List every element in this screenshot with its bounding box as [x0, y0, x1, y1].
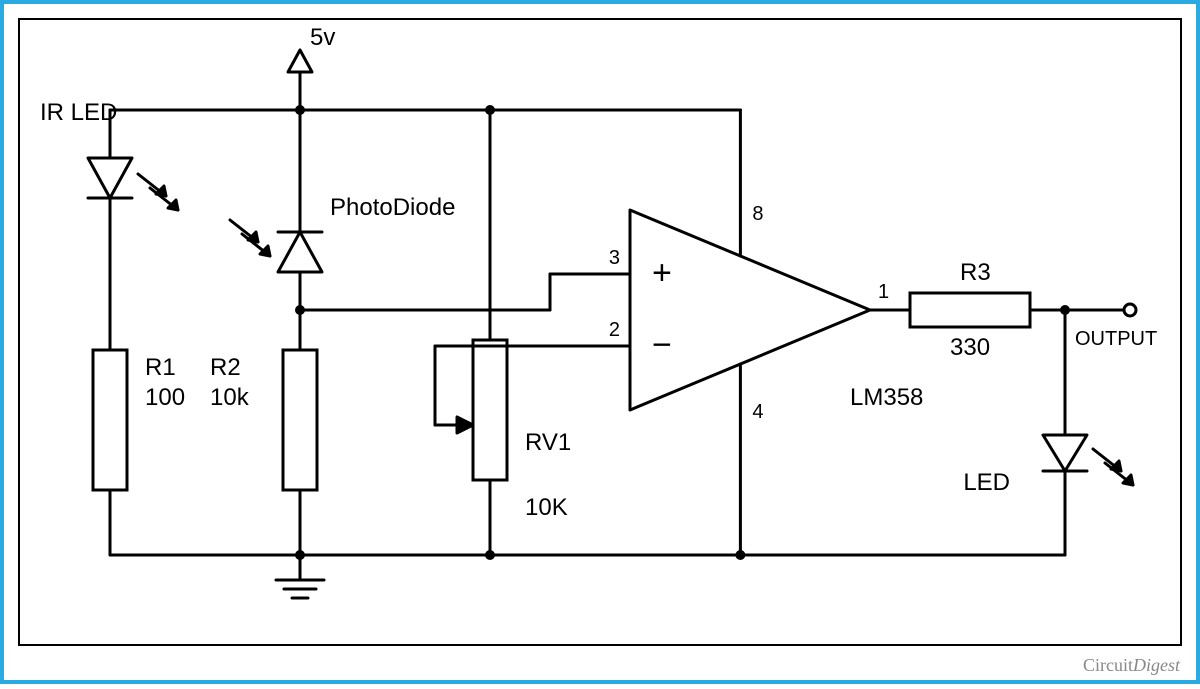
schematic-frame: 5vIR LEDR1100PhotoDiodeR210kRV110K+−3284… [0, 0, 1200, 684]
inner-border [18, 18, 1182, 646]
watermark: CircuitDigest [1083, 655, 1180, 676]
watermark-b: Digest [1133, 655, 1180, 675]
watermark-a: Circuit [1083, 655, 1133, 675]
